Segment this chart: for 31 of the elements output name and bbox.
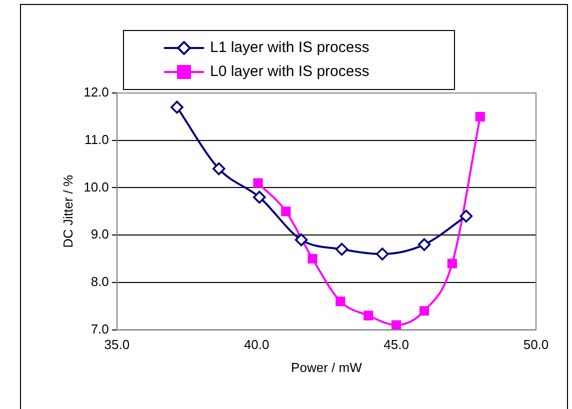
x-tick-label: 45.0: [384, 337, 409, 352]
x-tick-label: 50.0: [523, 337, 549, 352]
point: [281, 206, 291, 216]
x-axis-title: Power / mW: [291, 360, 363, 375]
y-tick-label: 9.0: [90, 226, 109, 242]
legend-label: L1 layer with IS process: [210, 39, 370, 56]
point: [308, 254, 318, 264]
point: [447, 258, 457, 268]
x-tick-label: 40.0: [244, 337, 270, 352]
point: [460, 210, 473, 223]
point: [475, 112, 485, 122]
point: [336, 296, 346, 306]
point: [335, 242, 348, 256]
y-tick-label: 11.0: [84, 132, 109, 147]
point: [253, 178, 263, 188]
y-tick-label: 10.0: [84, 179, 109, 194]
x-tick-label: 35.0: [104, 337, 130, 352]
point: [364, 310, 374, 320]
y-tick-label: 12.0: [84, 84, 109, 100]
point: [294, 233, 308, 246]
point: [252, 190, 266, 204]
point: [170, 100, 184, 114]
point: [376, 248, 389, 260]
point: [418, 238, 431, 251]
y-tick-label: 8.0: [90, 274, 109, 290]
legend-label: L0 layer with IS process: [210, 63, 370, 80]
y-tick-label: 7.0: [90, 321, 109, 336]
y-axis-title: DC Jitter / %: [60, 174, 76, 248]
point: [392, 320, 402, 330]
point: [212, 162, 226, 176]
point: [419, 306, 430, 316]
